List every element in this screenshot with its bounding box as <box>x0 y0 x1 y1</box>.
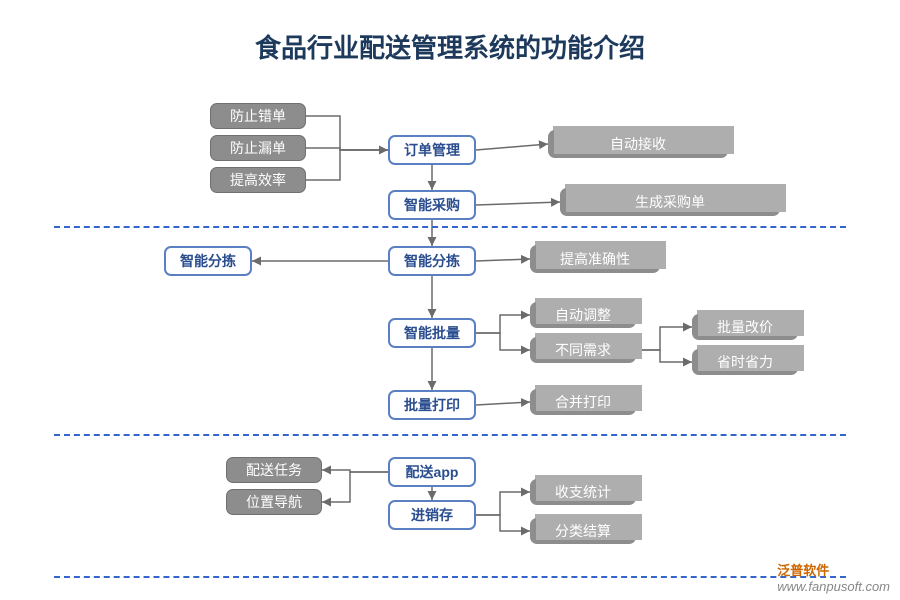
edge-smart_purchase-gen_po <box>476 202 560 205</box>
node-smart_purchase: 智能采购 <box>388 190 476 220</box>
edge-delivery_app-location_nav <box>322 472 388 502</box>
edge-inv_mgmt-income_stats <box>476 492 530 515</box>
node-order_mgmt: 订单管理 <box>388 135 476 165</box>
node-smart_sort_c: 智能分拣 <box>388 246 476 276</box>
node-smart_batch: 智能批量 <box>388 318 476 348</box>
watermark-url: www.fanpusoft.com <box>777 579 890 594</box>
node-merge_print: 合并打印 <box>530 389 636 415</box>
node-improve_acc: 提高准确性 <box>530 245 660 273</box>
edge-batch_print-merge_print <box>476 402 530 405</box>
page-title: 食品行业配送管理系统的功能介绍 <box>0 0 900 65</box>
node-save_time: 省时省力 <box>692 349 798 375</box>
node-location_nav: 位置导航 <box>226 489 322 515</box>
node-gen_po: 生成采购单 <box>560 188 780 216</box>
section-divider <box>54 226 846 228</box>
node-prevent_wrong: 防止错单 <box>210 103 306 129</box>
section-divider <box>54 576 846 578</box>
node-batch_reprice: 批量改价 <box>692 314 798 340</box>
node-auto_adjust: 自动调整 <box>530 302 636 328</box>
node-income_stats: 收支统计 <box>530 479 636 505</box>
edge-diff_demand-batch_reprice <box>636 327 692 350</box>
edge-improve_eff-order_mgmt <box>306 150 388 180</box>
edge-diff_demand-save_time <box>636 350 692 362</box>
node-delivery_task: 配送任务 <box>226 457 322 483</box>
node-cat_settle: 分类结算 <box>530 518 636 544</box>
node-diff_demand: 不同需求 <box>530 337 636 363</box>
edge-delivery_app-delivery_task <box>322 470 388 472</box>
watermark: 泛普软件 www.fanpusoft.com <box>777 560 890 594</box>
edge-smart_batch-auto_adjust <box>476 315 530 333</box>
node-inv_mgmt: 进销存 <box>388 500 476 530</box>
node-improve_eff: 提高效率 <box>210 167 306 193</box>
node-prevent_miss: 防止漏单 <box>210 135 306 161</box>
edge-prevent_miss-order_mgmt <box>306 148 388 150</box>
edge-smart_sort_c-improve_acc <box>476 259 530 261</box>
edge-order_mgmt-auto_receive <box>476 144 548 150</box>
edge-smart_batch-diff_demand <box>476 333 530 350</box>
node-delivery_app: 配送app <box>388 457 476 487</box>
edge-prevent_wrong-order_mgmt <box>306 116 388 150</box>
node-auto_receive: 自动接收 <box>548 130 728 158</box>
node-batch_print: 批量打印 <box>388 390 476 420</box>
edge-inv_mgmt-cat_settle <box>476 515 530 531</box>
node-smart_sort_l: 智能分拣 <box>164 246 252 276</box>
section-divider <box>54 434 846 436</box>
watermark-brand: 泛普软件 <box>777 563 829 578</box>
